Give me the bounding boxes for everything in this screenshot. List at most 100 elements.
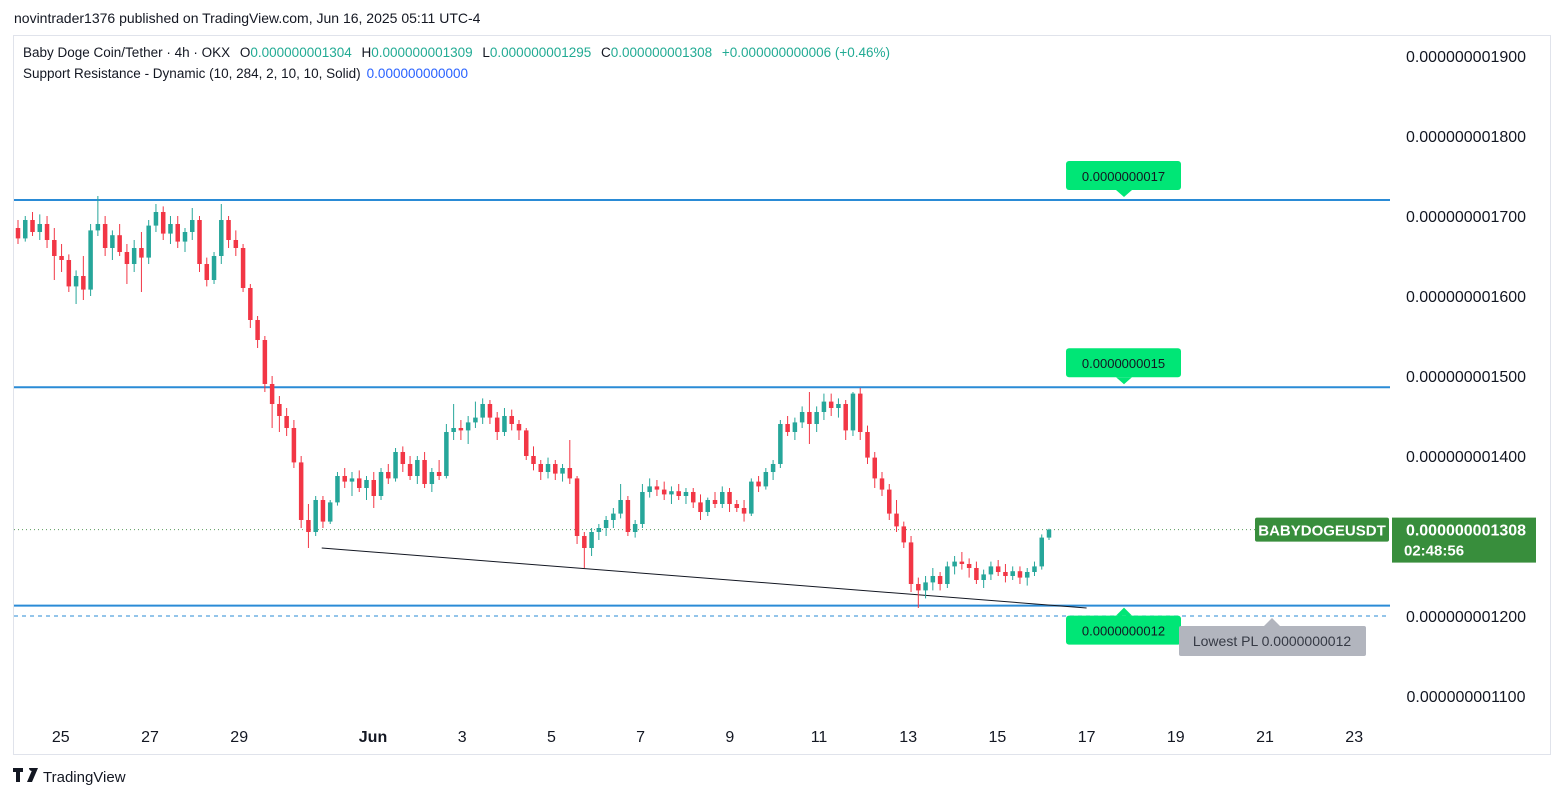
candle-body xyxy=(407,464,413,476)
candle-body xyxy=(110,235,115,248)
x-tick-label: 5 xyxy=(547,729,556,746)
candle-body xyxy=(371,480,377,496)
footer-brand[interactable]: TradingView xyxy=(13,765,126,786)
indicator-value: 0.000000000000 xyxy=(366,66,469,81)
candle-body xyxy=(799,412,805,423)
candle xyxy=(168,216,173,244)
last-price-tag: 0.000000001308 02:48:56 xyxy=(1392,517,1536,563)
level-label-pointer xyxy=(1116,607,1132,616)
open-label: O xyxy=(239,45,251,60)
x-tick-label: Jun xyxy=(359,729,387,746)
candle-body xyxy=(887,489,892,514)
published-line: novintrader1376 published on TradingView… xyxy=(14,10,481,26)
low-label: L xyxy=(482,45,490,60)
candle-body xyxy=(879,478,885,490)
candle xyxy=(473,401,478,428)
x-tick-label: 23 xyxy=(1345,729,1363,746)
candle xyxy=(785,416,790,436)
candle xyxy=(291,420,297,468)
level-label-text: 0.0000000015 xyxy=(1082,356,1165,371)
candle xyxy=(952,556,957,575)
x-tick-label: 11 xyxy=(811,729,828,746)
candle-body xyxy=(52,240,57,256)
candle xyxy=(828,393,834,416)
candle xyxy=(850,392,856,436)
y-tick-label: 0.000000001700 xyxy=(1406,209,1526,226)
candle xyxy=(814,406,819,432)
candle xyxy=(153,204,159,232)
candle-body xyxy=(1024,572,1030,578)
candle xyxy=(792,417,798,440)
symbol-tag-text: BABYDOGEUSDT xyxy=(1258,523,1386,540)
candle xyxy=(676,484,681,500)
candle-body xyxy=(952,561,957,567)
candle-body xyxy=(59,256,64,260)
candle xyxy=(327,500,333,524)
candle xyxy=(647,478,652,498)
candle-body xyxy=(872,457,877,479)
candle-body xyxy=(567,468,573,479)
indicator-name[interactable]: Support Resistance - Dynamic (10, 284, 2… xyxy=(23,66,361,81)
candle xyxy=(589,528,594,556)
candle-body xyxy=(480,404,485,418)
candle-body xyxy=(131,248,137,264)
candle-body xyxy=(88,230,93,290)
candle-body xyxy=(15,228,21,239)
symbol-title[interactable]: Baby Doge Coin/Tether · 4h · OKX xyxy=(23,45,231,60)
candle xyxy=(502,408,507,436)
candle xyxy=(705,497,711,516)
level-label-box xyxy=(1066,348,1181,378)
candle xyxy=(865,425,870,464)
candle-body xyxy=(465,422,471,431)
candle xyxy=(15,220,21,244)
lowest-pl-label: Lowest PL 0.0000000012 xyxy=(1179,618,1366,656)
candle xyxy=(255,316,260,348)
candle-body xyxy=(865,432,870,458)
candle xyxy=(219,204,224,264)
candle-body xyxy=(937,576,943,584)
candle xyxy=(887,484,892,520)
candle xyxy=(821,393,827,420)
candle xyxy=(313,496,318,536)
candle xyxy=(59,244,64,272)
candle-body xyxy=(277,404,282,416)
candle-body xyxy=(843,404,848,431)
candle xyxy=(531,446,536,471)
candle xyxy=(386,464,391,484)
candle-body xyxy=(473,417,478,423)
candle xyxy=(799,406,805,428)
candle-body xyxy=(625,500,631,532)
candle-body xyxy=(596,528,602,532)
candle-body xyxy=(661,489,667,495)
candle-body xyxy=(436,472,442,476)
candle-body xyxy=(814,412,819,424)
candle xyxy=(756,476,761,492)
candle-body xyxy=(1039,537,1044,567)
y-tick-label: 0.000000001200 xyxy=(1406,609,1526,626)
candle xyxy=(117,224,122,256)
candle xyxy=(393,448,398,482)
candle xyxy=(1010,566,1015,580)
candle xyxy=(30,212,35,236)
candle-body xyxy=(175,224,180,242)
candle-body xyxy=(523,430,529,456)
x-tick-label: 13 xyxy=(899,729,917,746)
candle-body xyxy=(770,464,776,472)
candle-body xyxy=(553,464,558,474)
candle xyxy=(364,476,369,500)
candle-body xyxy=(850,393,856,431)
candle-body xyxy=(618,500,623,514)
candle-body xyxy=(44,224,50,240)
candle xyxy=(523,428,529,460)
candle-body xyxy=(335,476,340,503)
candle xyxy=(480,398,485,424)
candle-body xyxy=(901,526,907,543)
candle-body xyxy=(444,432,449,476)
x-tick-label: 21 xyxy=(1256,729,1274,746)
candle-body xyxy=(429,472,435,484)
candle-body xyxy=(211,256,217,280)
candle xyxy=(632,520,638,538)
candle-body xyxy=(190,220,195,232)
candle xyxy=(95,196,101,236)
